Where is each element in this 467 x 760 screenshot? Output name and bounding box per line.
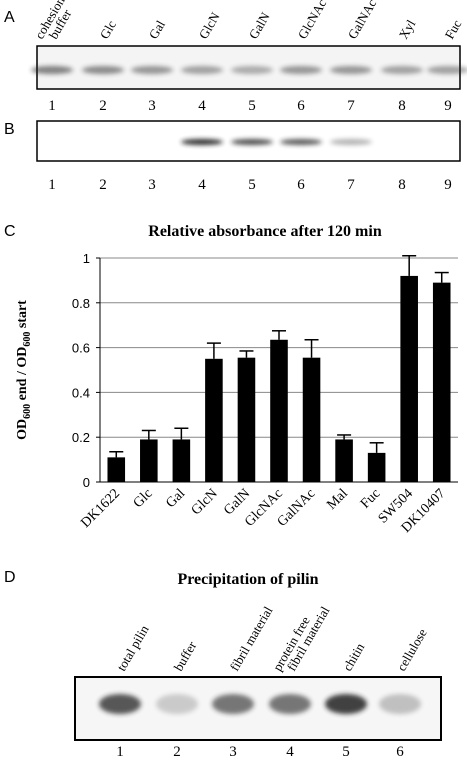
lane-number: 2 xyxy=(99,177,107,193)
lane-number: 9 xyxy=(444,177,452,193)
lane-number: 2 xyxy=(173,744,181,760)
lane-label: Gal xyxy=(146,17,169,41)
lane-number: 7 xyxy=(347,177,355,193)
band xyxy=(31,66,73,74)
lane-label: Fuc xyxy=(442,17,465,42)
band xyxy=(330,139,372,145)
band xyxy=(99,694,141,714)
band xyxy=(280,139,322,145)
bar xyxy=(302,357,321,482)
x-tick-label: DK1622 xyxy=(78,486,123,531)
lane-label: chitin xyxy=(340,640,368,674)
bar xyxy=(367,452,386,482)
lane-number: 8 xyxy=(398,98,406,114)
x-tick-label: Fuc xyxy=(358,486,383,511)
band xyxy=(381,66,423,74)
lane-label: cellulose xyxy=(394,626,430,674)
lane-label: GlcNAc xyxy=(295,0,330,41)
lane-label: GalN xyxy=(246,9,273,41)
y-axis-label-part: end / OD xyxy=(15,347,30,404)
x-tick-label: Mal xyxy=(324,486,351,513)
band xyxy=(231,66,273,74)
y-axis-label: OD600 end / OD600 start xyxy=(15,300,33,440)
bar xyxy=(172,439,191,482)
bar xyxy=(432,282,451,482)
lane-label: Xyl xyxy=(396,17,419,42)
lane-label: GlcN xyxy=(196,9,223,41)
band xyxy=(181,66,223,74)
lane-number: 1 xyxy=(48,177,56,193)
panel-title: Precipitation of pilin xyxy=(177,571,318,588)
lane-number: 5 xyxy=(342,744,350,760)
panel-letter: D xyxy=(4,569,16,586)
panel-letter: B xyxy=(4,121,15,138)
x-tick-label: Gal xyxy=(163,486,188,511)
lane-number: 9 xyxy=(444,98,452,114)
y-tick-label: 0.4 xyxy=(72,385,90,400)
lane-number: 4 xyxy=(198,98,206,114)
lane-label: GalNAc xyxy=(345,0,380,41)
lane-label: buffer xyxy=(171,638,200,673)
band xyxy=(280,66,322,74)
lane-number: 4 xyxy=(198,177,206,193)
y-tick-label: 0.8 xyxy=(72,296,90,311)
band xyxy=(269,694,311,714)
band xyxy=(325,694,367,714)
x-tick-label: Glc xyxy=(131,486,156,511)
lane-number: 3 xyxy=(148,177,156,193)
bar xyxy=(107,457,126,482)
chart-title: Relative absorbance after 120 min xyxy=(148,223,382,240)
bar xyxy=(140,439,158,482)
band xyxy=(82,66,124,74)
lane-label: Glc xyxy=(97,18,119,42)
band xyxy=(181,139,223,145)
bar xyxy=(237,357,256,482)
y-axis-label-part: 600 xyxy=(22,404,33,419)
lane-number: 6 xyxy=(297,177,305,193)
lane-number: 3 xyxy=(148,98,156,114)
bar xyxy=(335,439,353,482)
lane-number: 2 xyxy=(99,98,107,114)
lane-number: 4 xyxy=(286,744,294,760)
lane-number: 8 xyxy=(398,177,406,193)
band xyxy=(131,66,173,74)
lane-number: 5 xyxy=(248,177,256,193)
lane-label: fibril material xyxy=(227,603,276,673)
lane-number: 7 xyxy=(347,98,355,114)
y-axis-label-part: start xyxy=(15,300,30,332)
band xyxy=(212,694,254,714)
lane-number: 5 xyxy=(248,98,256,114)
bar xyxy=(270,339,288,482)
lane-label: total pilin xyxy=(114,622,152,673)
band xyxy=(156,694,198,714)
y-tick-label: 0.6 xyxy=(72,341,90,356)
bar xyxy=(400,275,418,482)
y-tick-label: 0.2 xyxy=(72,430,90,445)
y-tick-label: 1 xyxy=(83,251,90,266)
y-tick-label: 0 xyxy=(83,475,90,490)
lane-number: 6 xyxy=(297,98,305,114)
y-axis-label-part: OD xyxy=(15,419,30,440)
band xyxy=(330,66,372,74)
lane-number: 3 xyxy=(229,744,237,760)
band xyxy=(379,694,421,714)
bar xyxy=(205,358,223,482)
lane-number: 6 xyxy=(396,744,404,760)
band xyxy=(231,139,273,145)
lane-number: 1 xyxy=(116,744,124,760)
panel-letter: A xyxy=(4,9,15,26)
lane-number: 1 xyxy=(48,98,56,114)
x-tick-label: GlcN xyxy=(189,486,221,518)
panel-letter: C xyxy=(4,223,16,240)
y-axis-label-part: 600 xyxy=(22,332,33,347)
band xyxy=(427,66,467,74)
